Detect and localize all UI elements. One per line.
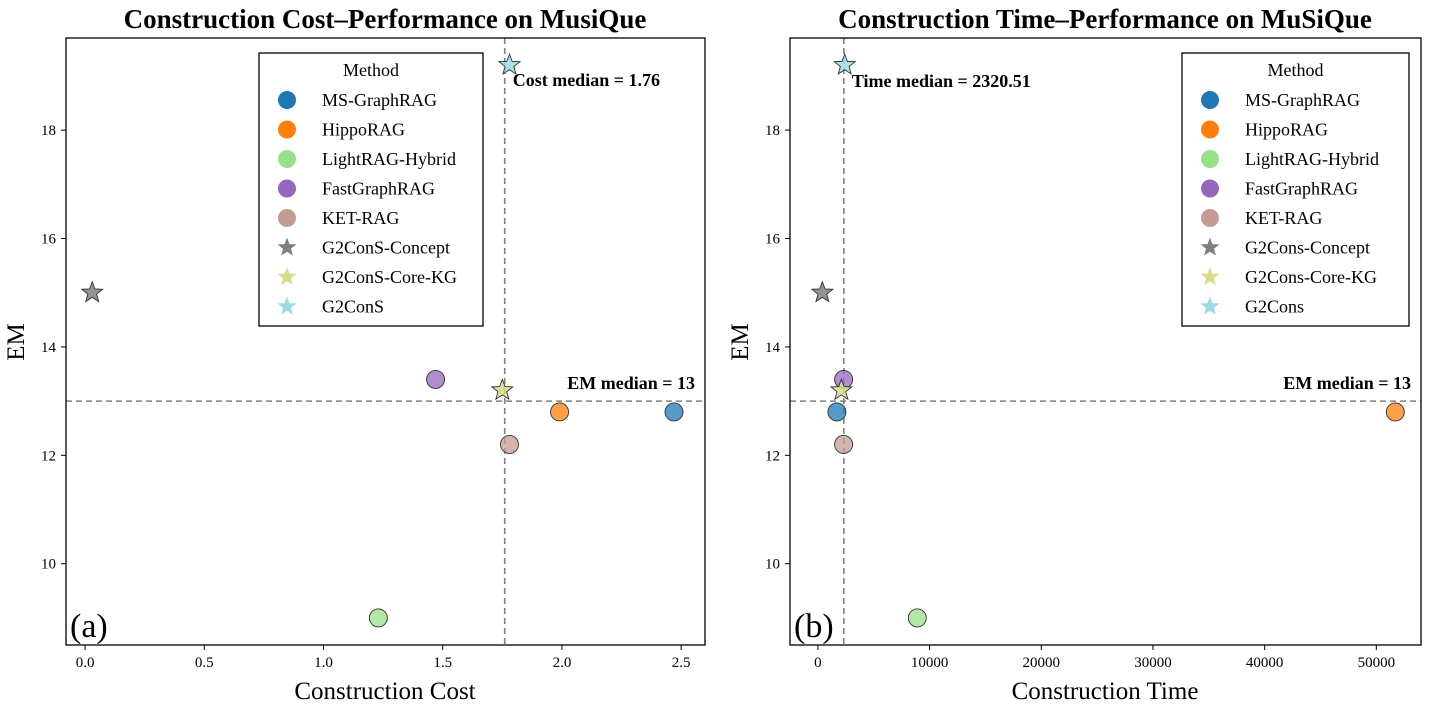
y-median-label: EM median = 13 (567, 373, 695, 393)
legend-box (1181, 52, 1410, 327)
x-tick-label: 0.5 (195, 655, 214, 671)
legend-g2cons-core-kg-marker (277, 267, 297, 286)
y-tick-label: 18 (41, 123, 56, 139)
point-hipporag (1385, 402, 1405, 422)
y-tick-label: 14 (41, 340, 57, 356)
legend-box (258, 52, 484, 327)
median-lines: Cost median = 1.76 EM median = 13 (66, 38, 705, 645)
legend-g2cons-concept-marker (277, 237, 297, 256)
legend: Method MS-GraphRAG HippoRAG LightRAG-Hybrid… (258, 52, 484, 327)
legend-g2cons-marker (277, 296, 297, 315)
point-lightrag-hybrid (907, 608, 927, 628)
legend-g2cons-label: G2ConS (322, 297, 384, 317)
x-tick-label: 40000 (1246, 655, 1284, 671)
legend-hipporag-label: HippoRAG (322, 120, 405, 140)
point-g2cons-core-kg (829, 377, 854, 401)
legend-lightrag-hybrid-marker (1201, 150, 1219, 168)
legend-ms-graphrag-marker (1201, 91, 1219, 109)
y-tick-label: 10 (765, 557, 780, 573)
legend-lightrag-hybrid-label: LightRAG-Hybrid (1245, 149, 1379, 169)
x-median-label: Time median = 2320.51 (852, 71, 1031, 91)
point-ket-rag (834, 435, 854, 454)
point-g2cons (497, 52, 522, 76)
y-median-label: EM median = 13 (1283, 373, 1411, 393)
legend-hipporag-label: HippoRAG (1245, 120, 1328, 140)
chart-panel-b: Construction Time–Performance on MuSiQue… (727, 4, 1422, 705)
y-axis-label: EM (3, 323, 30, 361)
legend-ms-graphrag-label: MS-GraphRAG (322, 90, 437, 110)
legend-fastgraphrag-marker (1201, 179, 1219, 198)
point-g2cons-concept (80, 280, 104, 303)
y-axis-label: EM (727, 323, 754, 361)
panel-label: (a) (70, 608, 108, 645)
chart-title: Construction Time–Performance on MuSiQue (838, 4, 1372, 34)
x-tick-label: 0.0 (76, 655, 95, 671)
legend-g2cons-concept-label: G2Cons-Concept (1245, 238, 1370, 258)
data-points (80, 52, 684, 628)
legend-title: Method (1268, 60, 1324, 80)
x-tick-label: 2.5 (672, 655, 691, 671)
y-tick-label: 16 (41, 232, 57, 248)
legend-g2cons-concept-label: G2ConS-Concept (322, 238, 450, 258)
chart-title: Construction Cost–Performance on MusiQue (124, 4, 647, 34)
panel-label: (b) (794, 608, 834, 645)
x-median-label: Cost median = 1.76 (513, 70, 660, 90)
y-tick-label: 10 (41, 557, 56, 573)
chart-panel-a: Construction Cost–Performance on MusiQue… (3, 4, 706, 705)
data-points (810, 52, 1405, 628)
y-tick-label: 18 (765, 123, 780, 139)
point-ms-graphrag (827, 402, 847, 422)
x-axis-label: Construction Cost (294, 678, 475, 705)
legend-g2cons-core-kg-label: G2Cons-Core-KG (1245, 267, 1377, 287)
x-tick-label: 2.0 (553, 655, 572, 671)
median-lines: Time median = 2320.51 EM median = 13 (790, 38, 1421, 645)
point-g2cons-concept (810, 280, 835, 303)
y-tick-label: 16 (765, 232, 781, 248)
y-tick-label: 12 (765, 448, 780, 464)
point-g2cons (833, 52, 857, 76)
y-tick-label: 14 (765, 340, 781, 356)
plot-frame (65, 37, 706, 646)
x-tick-label: 1.0 (314, 655, 333, 671)
x-tick-label: 30000 (1134, 655, 1172, 671)
point-g2cons-core-kg (490, 377, 515, 401)
y-tick-label: 12 (41, 448, 56, 464)
axis-ticks: 0.0 0.5 1.0 1.5 2.0 2.5 10 12 14 16 18 (41, 123, 691, 671)
legend-ket-rag-marker (1201, 209, 1219, 227)
legend-g2cons-core-kg-marker (1200, 267, 1220, 286)
point-ms-graphrag (664, 402, 684, 422)
x-tick-label: 50000 (1358, 655, 1396, 671)
legend-g2cons-core-kg-label: G2ConS-Core-KG (322, 267, 457, 287)
legend-hipporag-marker (278, 120, 296, 139)
point-hipporag (550, 402, 570, 422)
legend-ket-rag-label: KET-RAG (322, 208, 399, 228)
x-tick-label: 10000 (911, 655, 949, 671)
x-tick-label: 20000 (1023, 655, 1061, 671)
axis-ticks: 0 10000 20000 30000 40000 50000 10 12 14 16 18 (765, 123, 1395, 671)
x-axis-label: Construction Time (1012, 678, 1199, 705)
legend-fastgraphrag-label: FastGraphRAG (1245, 179, 1358, 199)
x-tick-label: 1.5 (433, 655, 452, 671)
legend-fastgraphrag-marker (278, 179, 296, 198)
point-fastgraphrag (426, 369, 446, 389)
legend-g2cons-concept-marker (1200, 237, 1220, 256)
legend-g2cons-marker (1200, 296, 1220, 315)
legend-ket-rag-label: KET-RAG (1245, 208, 1322, 228)
legend-lightrag-hybrid-marker (278, 150, 296, 168)
plot-frame (789, 37, 1422, 646)
legend-g2cons-label: G2Cons (1245, 297, 1304, 317)
legend-ms-graphrag-label: MS-GraphRAG (1245, 90, 1360, 110)
point-ket-rag (500, 435, 519, 454)
x-tick-label: 0 (814, 655, 822, 671)
legend-title: Method (343, 60, 399, 80)
legend-lightrag-hybrid-label: LightRAG-Hybrid (322, 149, 456, 169)
legend-hipporag-marker (1201, 120, 1219, 139)
point-lightrag-hybrid (368, 608, 388, 628)
legend-ms-graphrag-marker (278, 91, 296, 109)
legend-ket-rag-marker (278, 209, 296, 227)
legend: Method MS-GraphRAG HippoRAG LightRAG-Hybrid… (1181, 52, 1410, 327)
legend-fastgraphrag-label: FastGraphRAG (322, 179, 435, 199)
